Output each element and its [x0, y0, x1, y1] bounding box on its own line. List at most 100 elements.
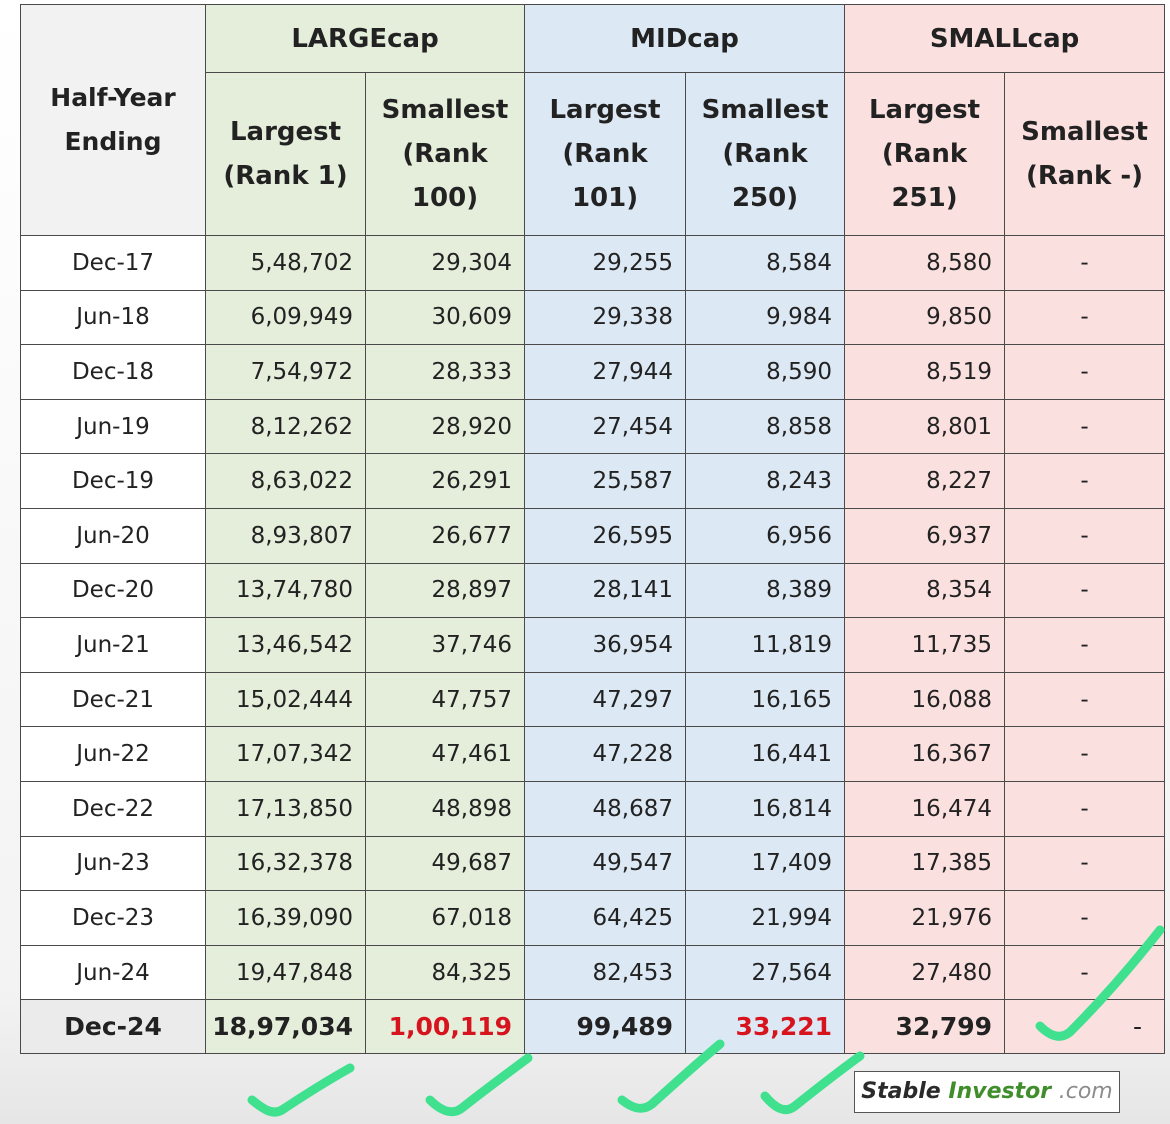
value-cell-midcap-largest: 26,595 [524, 507, 687, 564]
table-row: Jun-22 17,07,342 47,461 47,228 16,441 16,367- [20, 726, 1166, 782]
value-cell-largecap-largest: 13,74,780 [205, 562, 366, 619]
empty-value-cell: - [1004, 671, 1166, 728]
value-cell-midcap-smallest: 8,584 [685, 235, 846, 291]
value-cell-midcap-smallest: 8,590 [685, 344, 846, 400]
value-cell-midcap-smallest: 21,994 [685, 890, 846, 946]
subheader-largecap-largest: Largest (Rank 1) [205, 72, 366, 236]
value-cell-smallcap-largest: 8,354 [844, 562, 1006, 619]
empty-value-cell: - [1004, 398, 1166, 455]
half-year-cell: Jun-19 [20, 398, 206, 455]
value-cell-midcap-smallest: 16,441 [685, 726, 846, 782]
value-cell-largecap-smallest: 47,757 [364, 671, 526, 728]
half-year-cell: Dec-22 [20, 780, 206, 837]
value-cell-largecap-largest: 16,39,090 [205, 890, 366, 946]
half-year-cell: Jun-21 [20, 617, 206, 673]
empty-value-cell: - [1004, 507, 1166, 564]
value-cell-smallcap-largest: 16,088 [844, 671, 1006, 728]
value-cell-midcap-largest: 25,587 [524, 453, 687, 509]
value-cell-smallcap-largest: 16,367 [844, 726, 1006, 782]
value-cell-midcap-smallest: 11,819 [685, 617, 846, 673]
value-cell-largecap-smallest: 29,304 [364, 235, 526, 291]
half-year-ending-header: Half-Year Ending [20, 4, 206, 236]
value-cell-smallcap-largest: 17,385 [844, 835, 1006, 892]
value-cell-smallcap-largest: 9,850 [844, 289, 1006, 346]
table-row: Dec-18 7,54,972 28,333 27,944 8,590 8,519- [20, 344, 1166, 400]
value-cell-midcap-largest: 29,338 [524, 289, 687, 346]
subheader-midcap-largest: Largest (Rank 101) [524, 72, 687, 236]
brand-part-investor: Investor [948, 1079, 1052, 1104]
table-row-latest: Dec-24 18,97,034 1,00,119 99,489 33,221 32,79… [20, 999, 1166, 1055]
value-cell-largecap-largest: 6,09,949 [205, 289, 366, 346]
subheader-line: (Rank 251) [881, 139, 968, 213]
value-cell-largecap-smallest: 26,291 [364, 453, 526, 509]
check-mark-icon [247, 1063, 355, 1117]
value-cell-midcap-largest: 64,425 [524, 890, 687, 946]
subheader-line: Smallest [1021, 117, 1148, 147]
value-cell-midcap-largest: 27,454 [524, 398, 687, 455]
value-cell-largecap-smallest: 84,325 [364, 944, 526, 1001]
table-body: Dec-17 5,48,702 29,304 29,255 8,584 8,580- Jun… [20, 235, 1166, 1055]
value-cell-largecap-largest: 8,93,807 [205, 507, 366, 564]
value-cell-midcap-largest: 36,954 [524, 617, 687, 673]
table-row: Jun-21 13,46,542 37,746 36,954 11,819 11,735- [20, 617, 1166, 673]
subheader-line: Largest [229, 117, 342, 147]
value-cell-largecap-smallest: 47,461 [364, 726, 526, 782]
subheader-line: (Rank 250) [722, 139, 808, 213]
half-year-cell: Dec-23 [20, 890, 206, 946]
value-cell-smallcap-largest: 21,976 [844, 890, 1006, 946]
half-year-cell: Dec-20 [20, 562, 206, 619]
value-cell-largecap-smallest: 28,897 [364, 562, 526, 619]
header-label-line2: Ending [64, 127, 162, 156]
value-cell-midcap-largest: 49,547 [524, 835, 687, 892]
value-cell-largecap-largest: 15,02,444 [205, 671, 366, 728]
empty-value-cell: - [1004, 235, 1166, 291]
table-row: Jun-24 19,47,848 84,325 82,453 27,564 27,480- [20, 944, 1166, 1001]
subheader-largecap-smallest: Smallest (Rank 100) [364, 72, 526, 236]
value-cell-smallcap-largest: 32,799 [844, 999, 1006, 1055]
empty-value-cell: - [1004, 562, 1166, 619]
header-label-line1: Half-Year [50, 83, 176, 112]
value-cell-largecap-smallest: 49,687 [364, 835, 526, 892]
value-cell-largecap-smallest: 28,920 [364, 398, 526, 455]
empty-value-cell: - [1004, 835, 1166, 892]
value-cell-largecap-largest: 8,12,262 [205, 398, 366, 455]
subheader-line: (Rank 101) [562, 139, 648, 213]
subheader-smallcap-largest: Largest (Rank 251) [844, 72, 1006, 236]
value-cell-midcap-smallest: 27,564 [685, 944, 846, 1001]
value-cell-midcap-smallest: 17,409 [685, 835, 846, 892]
subheader-line: Largest [868, 95, 981, 125]
value-cell-midcap-smallest: 16,814 [685, 780, 846, 837]
value-cell-midcap-largest: 47,297 [524, 671, 687, 728]
half-year-cell: Jun-24 [20, 944, 206, 1001]
value-cell-smallcap-largest: 8,227 [844, 453, 1006, 509]
subheader-line: Largest [549, 95, 661, 125]
value-cell-midcap-smallest: 8,858 [685, 398, 846, 455]
subheader-line: Smallest [381, 95, 509, 125]
value-cell-largecap-largest: 16,32,378 [205, 835, 366, 892]
table-row: Dec-17 5,48,702 29,304 29,255 8,584 8,580- [20, 235, 1166, 291]
check-mark-icon [425, 1053, 533, 1117]
half-year-cell: Jun-22 [20, 726, 206, 782]
table-row: Jun-20 8,93,807 26,677 26,595 6,956 6,937- [20, 507, 1166, 564]
value-cell-smallcap-largest: 6,937 [844, 507, 1006, 564]
value-cell-smallcap-largest: 8,519 [844, 344, 1006, 400]
table-row: Jun-19 8,12,262 28,920 27,454 8,858 8,801- [20, 398, 1166, 455]
empty-value-cell: - [1004, 890, 1166, 946]
value-cell-largecap-smallest: 26,677 [364, 507, 526, 564]
value-cell-smallcap-largest: 11,735 [844, 617, 1006, 673]
table-row: Dec-20 13,74,780 28,897 28,141 8,389 8,354- [20, 562, 1166, 619]
value-cell-midcap-largest: 47,228 [524, 726, 687, 782]
empty-value-cell: - [1004, 617, 1166, 673]
value-cell-largecap-smallest: 28,333 [364, 344, 526, 400]
brand-part-stable: Stable [861, 1079, 941, 1104]
value-cell-largecap-smallest: 67,018 [364, 890, 526, 946]
empty-value-cell: - [1004, 453, 1166, 509]
empty-value-cell: - [1004, 726, 1166, 782]
half-year-cell: Jun-20 [20, 507, 206, 564]
table-row: Jun-23 16,32,378 49,687 49,547 17,409 17,385- [20, 835, 1166, 892]
empty-value-cell: - [1004, 944, 1166, 1001]
value-cell-midcap-smallest: 8,389 [685, 562, 846, 619]
subheader-midcap-smallest: Smallest (Rank 250) [685, 72, 846, 236]
value-cell-largecap-largest: 8,63,022 [205, 453, 366, 509]
table-row: Jun-18 6,09,949 30,609 29,338 9,984 9,850- [20, 289, 1166, 346]
